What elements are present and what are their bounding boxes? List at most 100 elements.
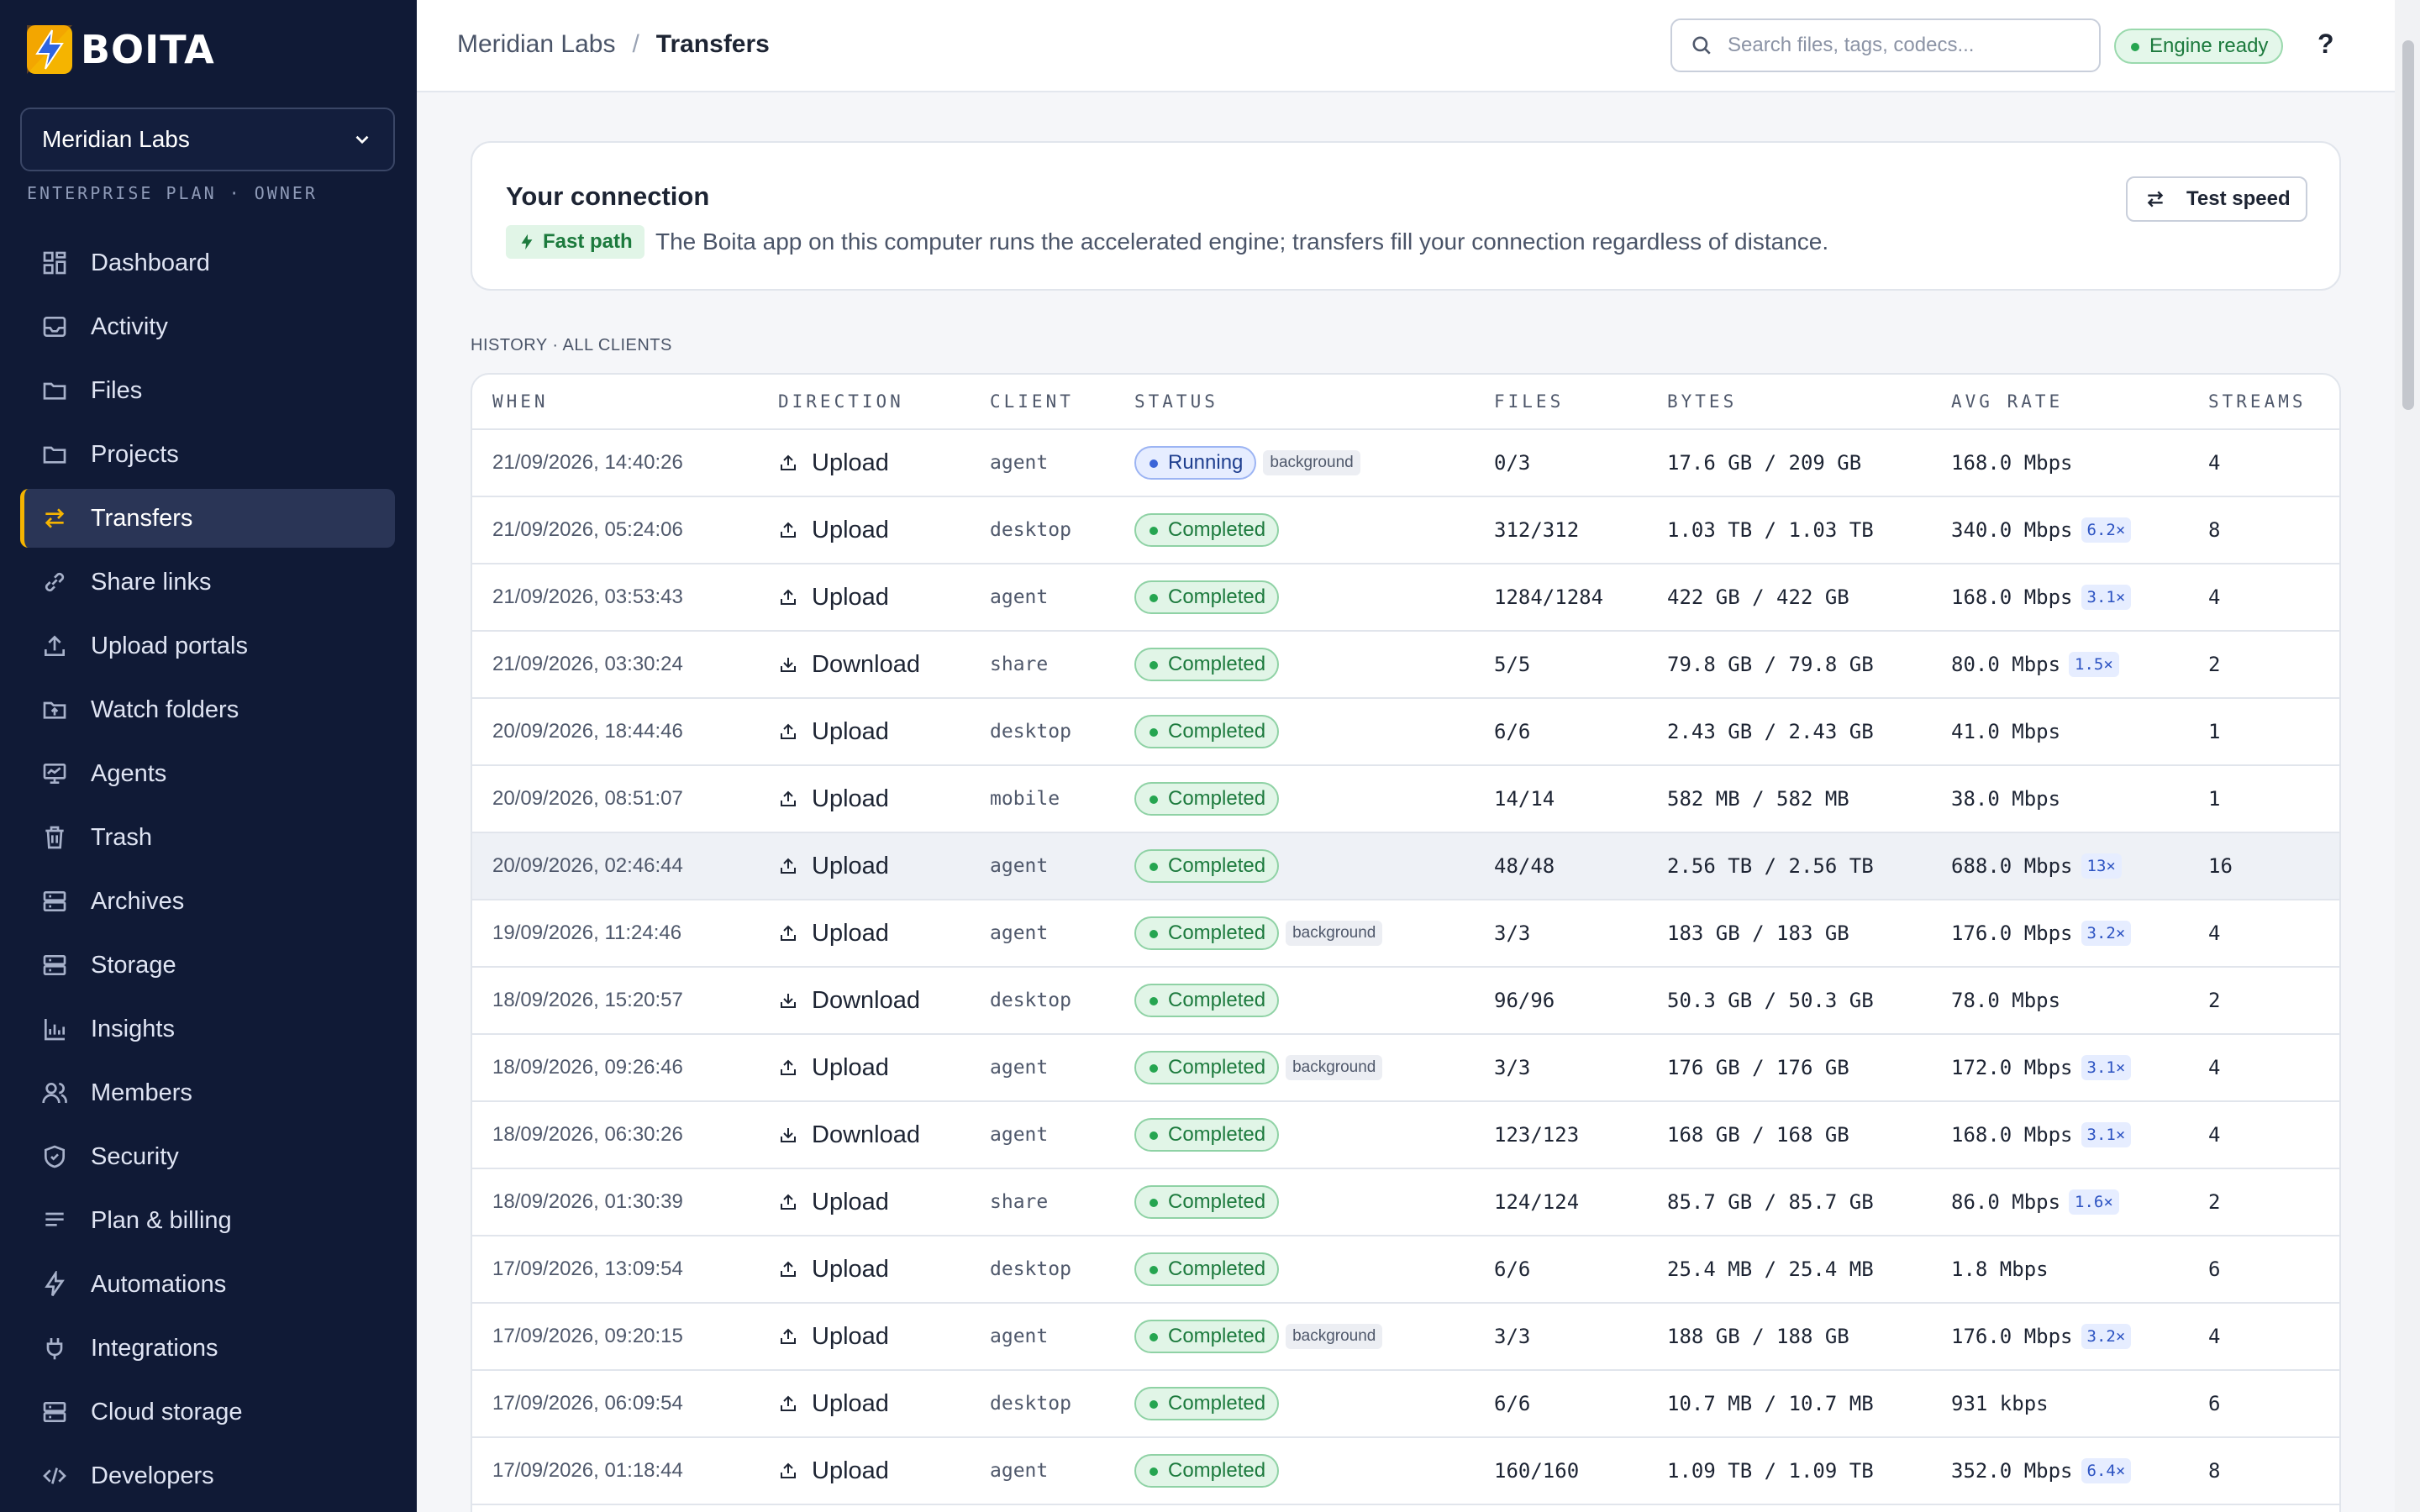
status-badge: Running [1134, 446, 1257, 480]
upload-arrow-icon [781, 1328, 796, 1344]
column-header-avg-rate[interactable]: AVG RATE [1951, 391, 2064, 412]
table-row[interactable]: 21/09/2026, 14:40:26 Upload agent Running ba… [472, 430, 2339, 497]
table-row[interactable]: 21/09/2026, 05:24:06 Upload desktop Complet… [472, 497, 2339, 564]
sidebar-item-integrations[interactable]: Integrations [20, 1319, 395, 1378]
avg-rate-value: 168.0 Mbps [1951, 585, 2073, 609]
when-cell: 20/09/2026, 08:51:07 [492, 787, 683, 810]
sidebar-item-label: Watch folders [91, 696, 239, 723]
table-row[interactable]: 18/09/2026, 15:20:57 Download desktop Compl… [472, 968, 2339, 1035]
org-switcher[interactable]: Meridian Labs [20, 108, 395, 171]
table-row[interactable]: 18/09/2026, 09:26:46 Upload agent Completed… [472, 1035, 2339, 1102]
sidebar-item-transfers[interactable]: Transfers [20, 489, 395, 548]
sidebar-item-cloud-storage[interactable]: Cloud storage [20, 1383, 395, 1441]
sidebar-item-archives[interactable]: Archives [20, 872, 395, 931]
sidebar-item-files[interactable]: Files [20, 361, 395, 420]
brand-logo[interactable]: BOITA [27, 25, 215, 74]
scrollbar-thumb[interactable] [2402, 40, 2414, 410]
client-cell: agent [990, 452, 1049, 474]
sidebar-item-share-links[interactable]: Share links [20, 553, 395, 612]
avg-rate-cell: 168.0 Mbps [1951, 430, 2073, 496]
table-row[interactable]: 21/09/2026, 03:53:43 Upload agent Completed… [472, 564, 2339, 632]
bytes-cell: 17.6 GB / 209 GB [1667, 451, 1862, 475]
upload-arrow-icon [781, 723, 796, 739]
column-header-bytes[interactable]: BYTES [1667, 391, 1738, 412]
direction-label: Upload [812, 1389, 889, 1417]
table-row[interactable]: 17/09/2026, 13:09:54 Upload desktop Complet… [472, 1236, 2339, 1304]
column-header-files[interactable]: FILES [1494, 391, 1565, 412]
bytes-cell: 25.4 MB / 25.4 MB [1667, 1257, 1874, 1281]
column-header-client[interactable]: CLIENT [990, 391, 1074, 412]
sidebar-item-security[interactable]: Security [20, 1127, 395, 1186]
status-cell: Completed [1134, 632, 1280, 697]
column-header-when[interactable]: WHEN [492, 391, 549, 412]
bolt-logo-icon [27, 25, 72, 74]
sidebar-item-upload-portals[interactable]: Upload portals [20, 617, 395, 675]
client-cell: agent [990, 922, 1049, 944]
sidebar-item-automations[interactable]: Automations [20, 1255, 395, 1314]
sidebar-item-developers[interactable]: Developers [20, 1446, 395, 1505]
chevron-down-icon [355, 135, 369, 144]
table-row[interactable]: 18/09/2026, 06:30:26 Download agent Complet… [472, 1102, 2339, 1169]
help-button[interactable]: ? [2317, 29, 2334, 59]
table-row[interactable]: 18/09/2026, 01:30:39 Upload share Completed… [472, 1169, 2339, 1236]
files-cell: 48/48 [1494, 854, 1555, 878]
upload-arrow-icon [781, 790, 796, 806]
avg-rate-value: 931 kbps [1951, 1392, 2049, 1415]
monitor-icon [40, 759, 69, 788]
sidebar-item-members[interactable]: Members [20, 1063, 395, 1122]
direction-cell: Upload [778, 564, 889, 630]
sidebar-item-dashboard[interactable]: Dashboard [20, 234, 395, 292]
speedup-badge: 1.5× [2069, 652, 2119, 677]
search-input[interactable] [1728, 34, 2081, 57]
sidebar-item-plan-and-billing[interactable]: Plan & billing [20, 1191, 395, 1250]
sidebar: BOITA Meridian Labs ENTERPRISE PLAN · OW… [0, 0, 417, 1512]
column-header-direction[interactable]: DIRECTION [778, 391, 904, 412]
table-row[interactable]: 20/09/2026, 02:46:44 Upload agent Completed… [472, 833, 2339, 900]
transfers-table: WHEN DIRECTION CLIENT STATUS FILES BYTES AVG R… [471, 373, 2341, 1512]
direction-label: Upload [812, 1322, 889, 1350]
client-cell: share [990, 654, 1049, 675]
bar-chart-icon [40, 1015, 69, 1043]
column-header-status[interactable]: STATUS [1134, 391, 1218, 412]
avg-rate-value: 1.8 Mbps [1951, 1257, 2049, 1281]
sidebar-item-watch-folders[interactable]: Watch folders [20, 680, 395, 739]
column-header-streams[interactable]: STREAMS [2208, 391, 2307, 412]
when-cell: 20/09/2026, 18:44:46 [492, 720, 683, 743]
avg-rate-value: 41.0 Mbps [1951, 720, 2061, 743]
breadcrumb-org[interactable]: Meridian Labs [457, 30, 616, 58]
table-row[interactable]: 21/09/2026, 03:30:24 Download share Complet… [472, 632, 2339, 699]
table-row[interactable]: 17/09/2026, 09:20:15 Upload agent Completed… [472, 1304, 2339, 1371]
table-row[interactable]: 17/09/2026, 06:09:54 Upload desktop Complet… [472, 1371, 2339, 1438]
avg-rate-cell: 86.0 Mbps 1.6× [1951, 1169, 2119, 1235]
status-cell: Completed background [1134, 1035, 1383, 1100]
avg-rate-value: 168.0 Mbps [1951, 451, 2073, 475]
files-cell: 0/3 [1494, 451, 1531, 475]
table-row[interactable]: 17/09/2026, 01:18:44 Upload agent Completed… [472, 1438, 2339, 1505]
bytes-cell: 1.03 TB / 1.03 TB [1667, 518, 1874, 542]
bytes-cell: 10.7 MB / 10.7 MB [1667, 1392, 1874, 1415]
direction-cell: Upload [778, 1438, 889, 1504]
search-box[interactable] [1670, 18, 2101, 72]
upload-arrow-icon [781, 858, 796, 874]
upload-arrow-icon [781, 1462, 796, 1478]
fast-path-label: Fast path [543, 230, 633, 253]
test-speed-button[interactable]: Test speed [2126, 176, 2307, 222]
link-icon [40, 568, 69, 596]
sidebar-item-storage[interactable]: Storage [20, 936, 395, 995]
table-row[interactable]: 20/09/2026, 18:44:46 Upload desktop Complet… [472, 699, 2339, 766]
table-header: WHEN DIRECTION CLIENT STATUS FILES BYTES AVG R… [472, 375, 2339, 430]
sidebar-item-insights[interactable]: Insights [20, 1000, 395, 1058]
page-scrollbar[interactable] [2395, 0, 2420, 1512]
when-cell: 19/09/2026, 11:24:46 [492, 921, 682, 944]
files-cell: 96/96 [1494, 989, 1555, 1012]
avg-rate-cell: 78.0 Mbps [1951, 968, 2060, 1033]
avg-rate-value: 176.0 Mbps [1951, 921, 2073, 945]
table-row[interactable]: 20/09/2026, 08:51:07 Upload mobile Complete… [472, 766, 2339, 833]
sidebar-item-projects[interactable]: Projects [20, 425, 395, 484]
when-cell: 18/09/2026, 06:30:26 [492, 1123, 683, 1146]
sidebar-item-activity[interactable]: Activity [20, 297, 395, 356]
avg-rate-value: 78.0 Mbps [1951, 989, 2061, 1012]
sidebar-item-trash[interactable]: Trash [20, 808, 395, 867]
table-row[interactable]: 19/09/2026, 11:24:46 Upload agent Completed… [472, 900, 2339, 968]
sidebar-item-agents[interactable]: Agents [20, 744, 395, 803]
